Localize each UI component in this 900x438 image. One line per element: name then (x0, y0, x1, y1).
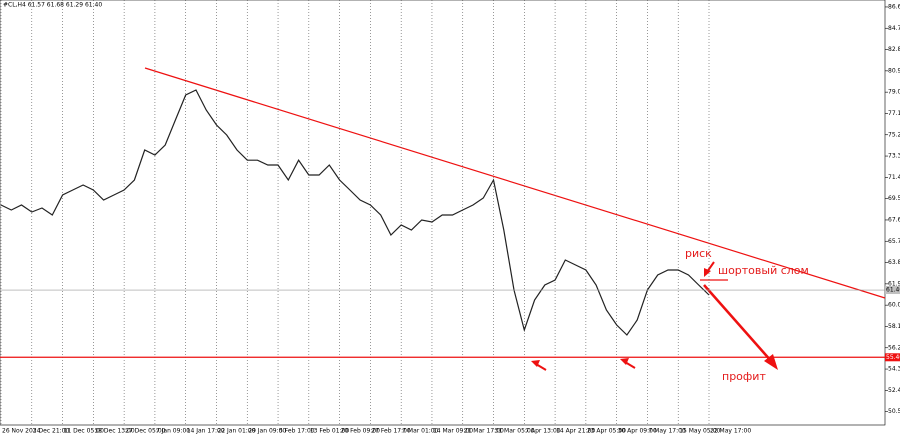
annotation: профит (722, 370, 766, 383)
x-tick-label: 7 May 17:00 (648, 428, 686, 435)
x-tick-label: 3 Dec 21:00 (33, 428, 70, 435)
x-tick-label: 7 Jan 09:00 (156, 428, 190, 435)
y-tick-label: 82.85 (888, 46, 900, 53)
x-tick-label: 27 Feb 17:00 (371, 428, 411, 435)
x-tick-label: 21 Mar 17:00 (464, 428, 504, 435)
y-tick-label: 58.15 (888, 323, 900, 330)
plot-area (0, 0, 886, 426)
current-price-label: 61.40 (886, 287, 900, 294)
price-line (0, 89, 710, 336)
annotation: шортовый слом (718, 264, 809, 277)
x-tick-label: 11 Dec 05:00 (64, 428, 105, 435)
y-tick-label: 75.25 (888, 131, 900, 138)
x-tick-label: 14 Jan 17:00 (187, 428, 225, 435)
x-tick-label: 23 Apr 05:00 (587, 428, 626, 435)
y-tick-label: 61.95 (888, 280, 900, 287)
y-tick-label: 50.55 (888, 408, 900, 415)
x-tick-label: 30 Apr 09:00 (618, 428, 657, 435)
x-tick-label: 26 Nov 2024 (2, 428, 41, 435)
y-tick-label: 67.65 (888, 216, 900, 223)
y-tick-label: 71.45 (888, 174, 900, 181)
x-tick-label: 22 Jan 01:00 (217, 428, 255, 435)
x-tick-label: 7 Apr 13:00 (525, 428, 560, 435)
x-tick-label: 31 Mar 05:00 (495, 428, 535, 435)
y-tick-label: 69.55 (888, 195, 900, 202)
y-tick-label: 86.65 (888, 3, 900, 10)
y-tick-label: 84.75 (888, 25, 900, 32)
y-tick-label: 80.95 (888, 67, 900, 74)
y-tick-label: 60.05 (888, 302, 900, 309)
annotation: риск (685, 247, 712, 260)
x-tick-label: 18 Dec 13:00 (94, 428, 135, 435)
y-tick-label: 65.75 (888, 238, 900, 245)
x-tick-label: 15 May 05:00 (679, 428, 720, 435)
level-label: 55.40 (886, 354, 900, 361)
y-tick-label: 56.25 (888, 344, 900, 351)
chart-title: #CL,H4 61.57 61.68 61.29 61.40 (3, 2, 102, 9)
x-tick-label: 13 Feb 01:00 (310, 428, 350, 435)
level-box (885, 353, 900, 362)
trend-line (144, 67, 886, 299)
y-tick-label: 52.45 (888, 387, 900, 394)
x-tick-label: 14 Apr 21:00 (556, 428, 595, 435)
x-tick-label: 22 May 17:00 (710, 428, 751, 435)
x-tick-label: 14 Mar 09:00 (433, 428, 473, 435)
x-tick-label: 29 Jan 09:00 (248, 428, 286, 435)
x-tick-label: 7 Mar 01:00 (402, 428, 438, 435)
y-tick-label: 79.05 (888, 89, 900, 96)
y-tick-label: 54.35 (888, 366, 900, 373)
y-tick-label: 77.15 (888, 110, 900, 117)
current-price-box (885, 286, 900, 295)
x-tick-label: 27 Dec 05:00 (125, 428, 166, 435)
x-tick-label: 20 Feb 09:00 (341, 428, 381, 435)
x-tick-label: 5 Feb 17:00 (279, 428, 315, 435)
y-tick-label: 73.35 (888, 153, 900, 160)
y-tick-label: 63.85 (888, 259, 900, 266)
